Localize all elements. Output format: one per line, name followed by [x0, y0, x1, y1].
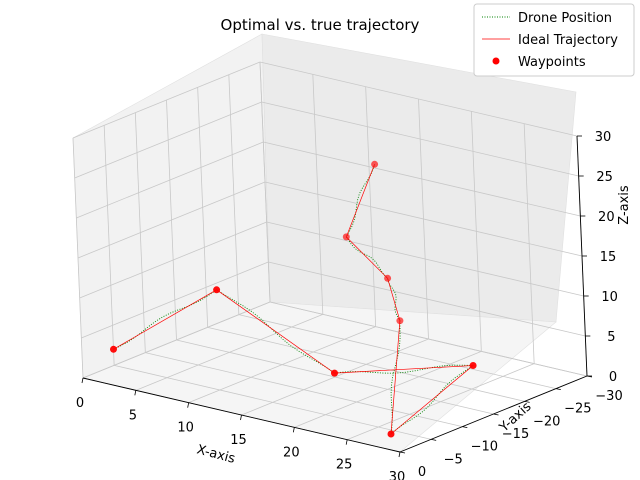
x-tick-mark: [345, 439, 348, 445]
y-tick-label: −5: [444, 452, 463, 467]
z-axis-label: Z-axis: [617, 185, 632, 225]
y-tick-mark: [431, 438, 437, 441]
z-tick-label: 25: [596, 170, 613, 185]
drone-position-line: [113, 164, 475, 436]
x-tick-mark: [81, 377, 84, 384]
legend-waypoint-label: Waypoints: [518, 55, 586, 70]
x-tick-mark: [240, 414, 242, 421]
legend-ideal-label: Ideal Trajectory: [518, 33, 618, 48]
y-tick-label: −25: [564, 402, 591, 417]
x-tick-mark: [292, 427, 295, 433]
grid-line-z-back: [259, 61, 578, 137]
y-tick-mark: [399, 451, 406, 454]
y-tick-mark: [462, 426, 468, 429]
z-tick-label: 10: [601, 290, 618, 305]
waypoint-marker: [396, 317, 404, 325]
x-tick-mark: [187, 402, 190, 408]
y-tick-label: −10: [471, 440, 498, 455]
waypoint-marker: [342, 233, 350, 241]
y-tick-mark: [493, 413, 499, 416]
y-tick-mark: [555, 388, 561, 391]
grid-line-y-left: [259, 61, 271, 303]
x-tick-label: 0: [76, 396, 84, 411]
z-tick-label: 15: [600, 250, 617, 265]
legend-waypoint-marker: [492, 57, 500, 65]
y-tick-label: −20: [533, 414, 560, 429]
waypoint-marker: [387, 430, 395, 438]
waypoint-marker: [371, 160, 379, 168]
drone-position-series: [113, 164, 475, 436]
y-tick-label: −15: [502, 427, 529, 442]
y-tick-mark: [524, 400, 530, 403]
x-tick-label: 25: [336, 458, 353, 473]
z-tick-label: 30: [595, 130, 612, 145]
x-tick-label: 10: [177, 421, 194, 436]
chart-title: Optimal vs. true trajectory: [221, 16, 420, 34]
grid-line-z-left: [72, 61, 261, 139]
grid-line-y-floor: [269, 301, 588, 377]
x-tick-label: 30: [389, 470, 406, 480]
tick-labels: 0 5 10 15 20 25 30 0 −5 −10 −15 −20 −25 −30 0 5 10 15 20 25…: [76, 130, 623, 480]
grid-line-z-back: [261, 101, 579, 177]
x-tick-label: 15: [230, 433, 247, 448]
legend: Drone Position Ideal Trajectory Waypoint…: [473, 3, 635, 77]
z-tick-label: 0: [609, 370, 617, 385]
waypoint-marker: [469, 362, 477, 369]
x-tick-label: 5: [129, 408, 137, 423]
legend-drone-label: Drone Position: [518, 11, 612, 26]
waypoint-marker: [213, 286, 221, 294]
z-tick-label: 20: [598, 210, 615, 225]
z-tick-label: 5: [607, 330, 615, 345]
legend-box: [473, 3, 635, 77]
waypoint-marker: [384, 274, 392, 282]
x-tick-mark: [398, 451, 401, 458]
y-tick-label: −30: [595, 389, 622, 404]
grid-lines: [72, 61, 588, 453]
y-tick-label: 0: [418, 465, 426, 480]
waypoint-marker: [110, 345, 117, 353]
grid-line-z-left: [74, 101, 262, 179]
waypoint-marker: [331, 369, 338, 377]
x-tick-label: 20: [283, 445, 300, 460]
x-tick-mark: [134, 390, 137, 396]
waypoints-series: [110, 160, 477, 438]
